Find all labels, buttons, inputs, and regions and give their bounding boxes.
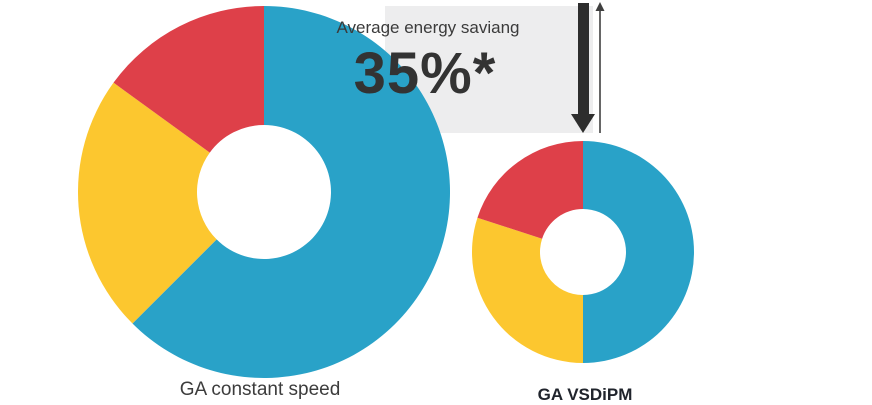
callout-value: 35%* xyxy=(353,41,497,106)
segment-yellow xyxy=(472,217,583,363)
segment-blue xyxy=(583,141,694,363)
arrow-annotation xyxy=(571,2,605,133)
thin-up-arrow-icon xyxy=(595,2,605,133)
donut-chart-ga-vsdipm xyxy=(472,141,694,363)
segment-red xyxy=(113,6,264,153)
segment-red xyxy=(477,141,583,239)
chart-title-ga-vsdipm: GA VSDiPM xyxy=(537,385,633,404)
segment-blue xyxy=(132,6,450,378)
callout-title: Average energy saviang xyxy=(336,18,520,37)
thick-down-arrow-icon xyxy=(571,3,595,133)
donut-chart-ga-constant-speed xyxy=(78,6,450,378)
chart-title-ga-constant-speed: GA constant speed xyxy=(179,379,341,400)
segment-yellow xyxy=(78,82,217,324)
